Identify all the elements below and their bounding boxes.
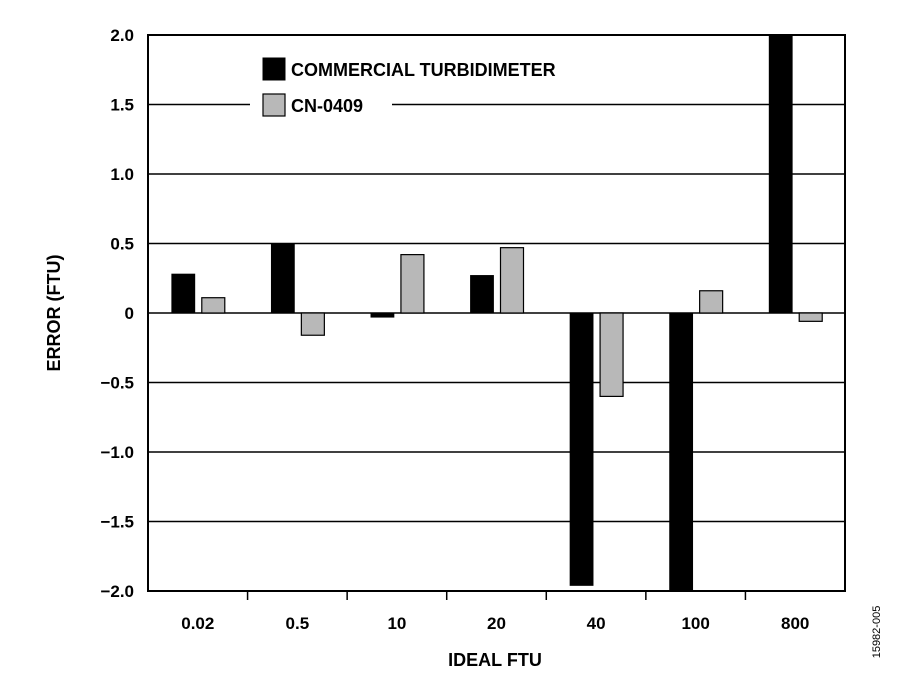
y-axis-title: ERROR (FTU) xyxy=(44,255,64,372)
bars xyxy=(171,34,823,592)
y-tick-labels: 2.0 1.5 1.0 0.5 0 −0.5 −1.0 −1.5 −2.0 xyxy=(100,26,134,601)
x-tick-label: 10 xyxy=(387,614,406,633)
x-tick-labels: 0.02 0.5 10 20 40 100 800 xyxy=(181,614,809,633)
y-tick-label: −0.5 xyxy=(100,374,134,393)
bar-cn-0409 xyxy=(699,290,724,314)
figure-id: 15982-005 xyxy=(871,606,883,659)
y-tick-label: 1.5 xyxy=(110,96,134,115)
plot-frame xyxy=(147,34,846,592)
grid-lines xyxy=(148,103,845,523)
y-tick-label: 0.5 xyxy=(110,235,134,254)
bar-commercial-turbidimeter xyxy=(171,273,196,314)
bar-cn-0409 xyxy=(798,312,823,322)
x-tick-label: 20 xyxy=(487,614,506,633)
bar-commercial-turbidimeter xyxy=(669,312,694,592)
legend-label-commercial-turbidimeter: COMMERCIAL TURBIDIMETER xyxy=(291,60,556,80)
y-tick-label: −1.5 xyxy=(100,513,134,532)
bar-cn-0409 xyxy=(599,312,624,398)
x-tick-label: 0.02 xyxy=(181,614,214,633)
y-tick-label: 0 xyxy=(125,304,134,323)
legend-swatch-commercial-turbidimeter xyxy=(262,57,286,81)
x-tick-label: 0.5 xyxy=(286,614,310,633)
y-tick-label: −2.0 xyxy=(100,582,134,601)
y-tick-label: 1.0 xyxy=(110,165,134,184)
y-tick-label: −1.0 xyxy=(100,443,134,462)
bar-cn-0409 xyxy=(499,247,525,314)
bar-commercial-turbidimeter xyxy=(470,275,494,314)
x-tick-label: 800 xyxy=(781,614,809,633)
bar-cn-0409 xyxy=(201,297,226,314)
legend: COMMERCIAL TURBIDIMETER CN-0409 xyxy=(262,57,556,117)
legend-swatch-cn-0409 xyxy=(262,93,286,117)
bar-cn-0409 xyxy=(300,312,325,336)
bar-commercial-turbidimeter xyxy=(768,34,793,314)
bar-commercial-turbidimeter xyxy=(270,243,295,314)
x-axis-title: IDEAL FTU xyxy=(448,650,542,670)
x-tick-marks xyxy=(246,591,747,600)
bar-cn-0409 xyxy=(400,254,425,314)
x-tick-label: 100 xyxy=(681,614,709,633)
legend-label-cn-0409: CN-0409 xyxy=(291,96,363,116)
bar-commercial-turbidimeter xyxy=(569,312,594,586)
y-tick-label: 2.0 xyxy=(110,26,134,45)
bar-commercial-turbidimeter xyxy=(370,312,395,318)
x-tick-label: 40 xyxy=(587,614,606,633)
